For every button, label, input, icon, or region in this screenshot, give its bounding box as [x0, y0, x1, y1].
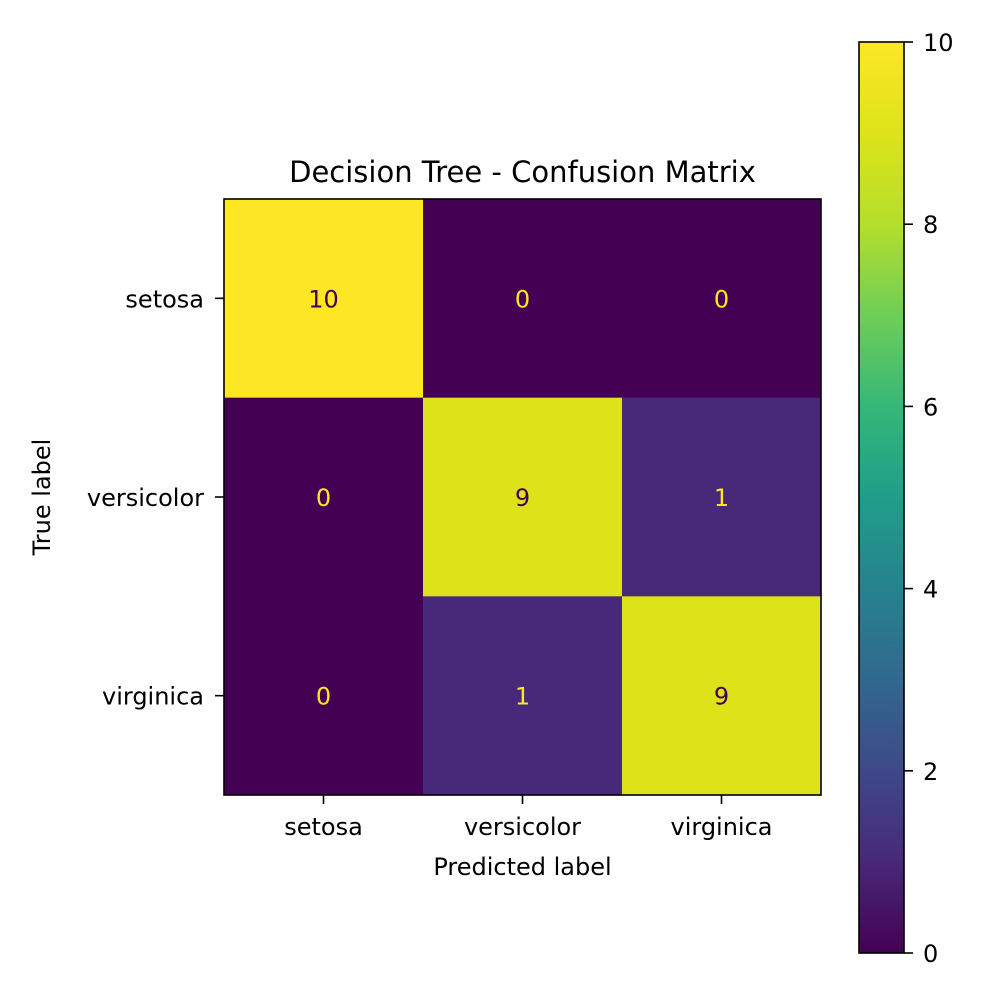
heatmap-cell — [423, 397, 623, 597]
cell-value: 10 — [308, 285, 339, 313]
y-axis-ticks: setosa versicolor virginica — [87, 285, 224, 711]
heatmap-cell — [224, 397, 424, 597]
heatmap-cell — [622, 199, 822, 399]
heatmap-cell — [423, 199, 623, 399]
heatmap-cells: 10 0 00 9 10 1 9 — [224, 199, 822, 796]
heatmap-cell — [224, 596, 424, 796]
x-tick-label: versicolor — [464, 813, 581, 841]
cell-value: 0 — [515, 285, 530, 313]
cell-value: 1 — [714, 484, 729, 512]
x-tick-label: setosa — [284, 813, 363, 841]
y-tick-label: versicolor — [87, 484, 204, 512]
y-tick-label: setosa — [125, 285, 204, 313]
cell-value: 9 — [515, 484, 530, 512]
y-axis-label: True label — [28, 439, 56, 557]
cell-value: 0 — [316, 683, 331, 711]
colorbar — [858, 41, 905, 954]
colorbar-tick-label: 6 — [923, 393, 938, 421]
colorbar-tick-label: 2 — [923, 758, 938, 786]
cell-value: 0 — [714, 285, 729, 313]
colorbar-tick-label: 4 — [923, 576, 938, 604]
y-tick-label: virginica — [102, 683, 204, 711]
cell-value: 1 — [515, 683, 530, 711]
x-tick-label: virginica — [671, 813, 773, 841]
cell-value: 9 — [714, 683, 729, 711]
colorbar-tick-label: 0 — [923, 940, 938, 968]
heatmap-cell — [423, 596, 623, 796]
heatmap-cell — [622, 397, 822, 597]
colorbar-tick-label: 8 — [923, 211, 938, 239]
heatmap-cell — [622, 596, 822, 796]
colorbar-tick-label: 10 — [923, 29, 954, 57]
heatmap-cell — [224, 199, 424, 399]
cell-value: 0 — [316, 484, 331, 512]
x-axis-ticks: setosa versicolor virginica — [284, 795, 773, 841]
chart-title: Decision Tree - Confusion Matrix — [289, 155, 756, 189]
colorbar-ticks: 0 2 4 6 8 10 — [904, 29, 954, 968]
x-axis-label: Predicted label — [433, 853, 611, 881]
